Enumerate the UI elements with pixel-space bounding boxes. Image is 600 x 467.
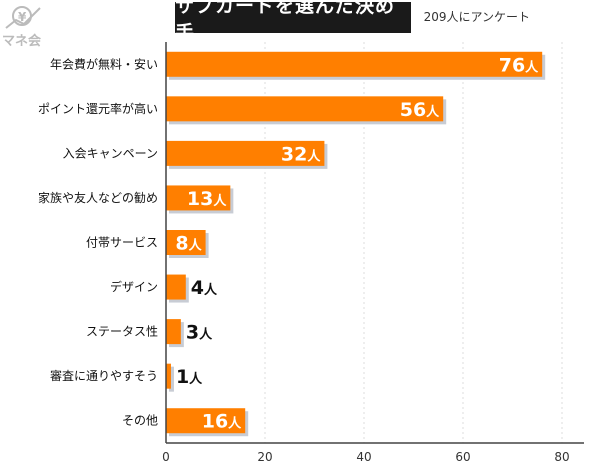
- data-label: 8人: [175, 233, 202, 255]
- logo-icon: ¥: [2, 2, 46, 46]
- data-label: 3人: [186, 322, 213, 344]
- data-label-unit: 人: [204, 282, 218, 298]
- bar: [166, 274, 186, 300]
- category-label: 付帯サービス: [86, 236, 158, 250]
- data-label: 16人: [202, 411, 242, 433]
- data-label-unit: 人: [228, 416, 242, 432]
- x-tick-label: 0: [162, 450, 170, 464]
- logo-symbol: ¥: [18, 10, 27, 24]
- chart-subtitle: 209人にアンケート: [423, 10, 530, 24]
- data-label-unit: 人: [525, 59, 539, 75]
- bar: [166, 185, 231, 211]
- category-label: 年会費が無料・安い: [50, 56, 158, 71]
- category-label: 入会キャンペーン: [63, 146, 158, 160]
- data-label-unit: 人: [213, 193, 227, 209]
- bar: [166, 319, 181, 345]
- data-label: 56人: [400, 99, 440, 121]
- bar: [166, 140, 325, 166]
- x-tick-label: 80: [554, 450, 569, 464]
- category-label: ステータス性: [86, 325, 158, 339]
- data-label: 32人: [281, 143, 321, 165]
- data-label-unit: 人: [199, 327, 213, 343]
- category-label: ポイント還元率が高い: [38, 101, 158, 116]
- x-tick-label: 20: [257, 450, 272, 464]
- data-label: 76人: [499, 54, 539, 76]
- data-label-unit: 人: [189, 238, 203, 254]
- category-label: 家族や友人などの勧め: [38, 190, 158, 205]
- data-label-unit: 人: [307, 148, 321, 164]
- category-label: デザイン: [110, 279, 158, 294]
- logo-text: マネ会: [2, 34, 42, 49]
- bar-shadow: [169, 366, 174, 392]
- bar: [166, 230, 206, 255]
- bar: [166, 363, 171, 389]
- x-tick-label: 40: [356, 450, 371, 464]
- data-label-unit: 人: [189, 371, 203, 387]
- data-label-unit: 人: [426, 104, 440, 120]
- data-label: 13人: [187, 188, 227, 210]
- category-label: 審査に通りやすそう: [50, 368, 158, 383]
- bar: [166, 408, 246, 434]
- category-label: その他: [122, 414, 158, 428]
- bar: [166, 51, 543, 77]
- data-label: 1人: [176, 366, 203, 388]
- data-label: 4人: [191, 277, 218, 299]
- bar: [166, 96, 444, 122]
- x-tick-label: 60: [455, 450, 470, 464]
